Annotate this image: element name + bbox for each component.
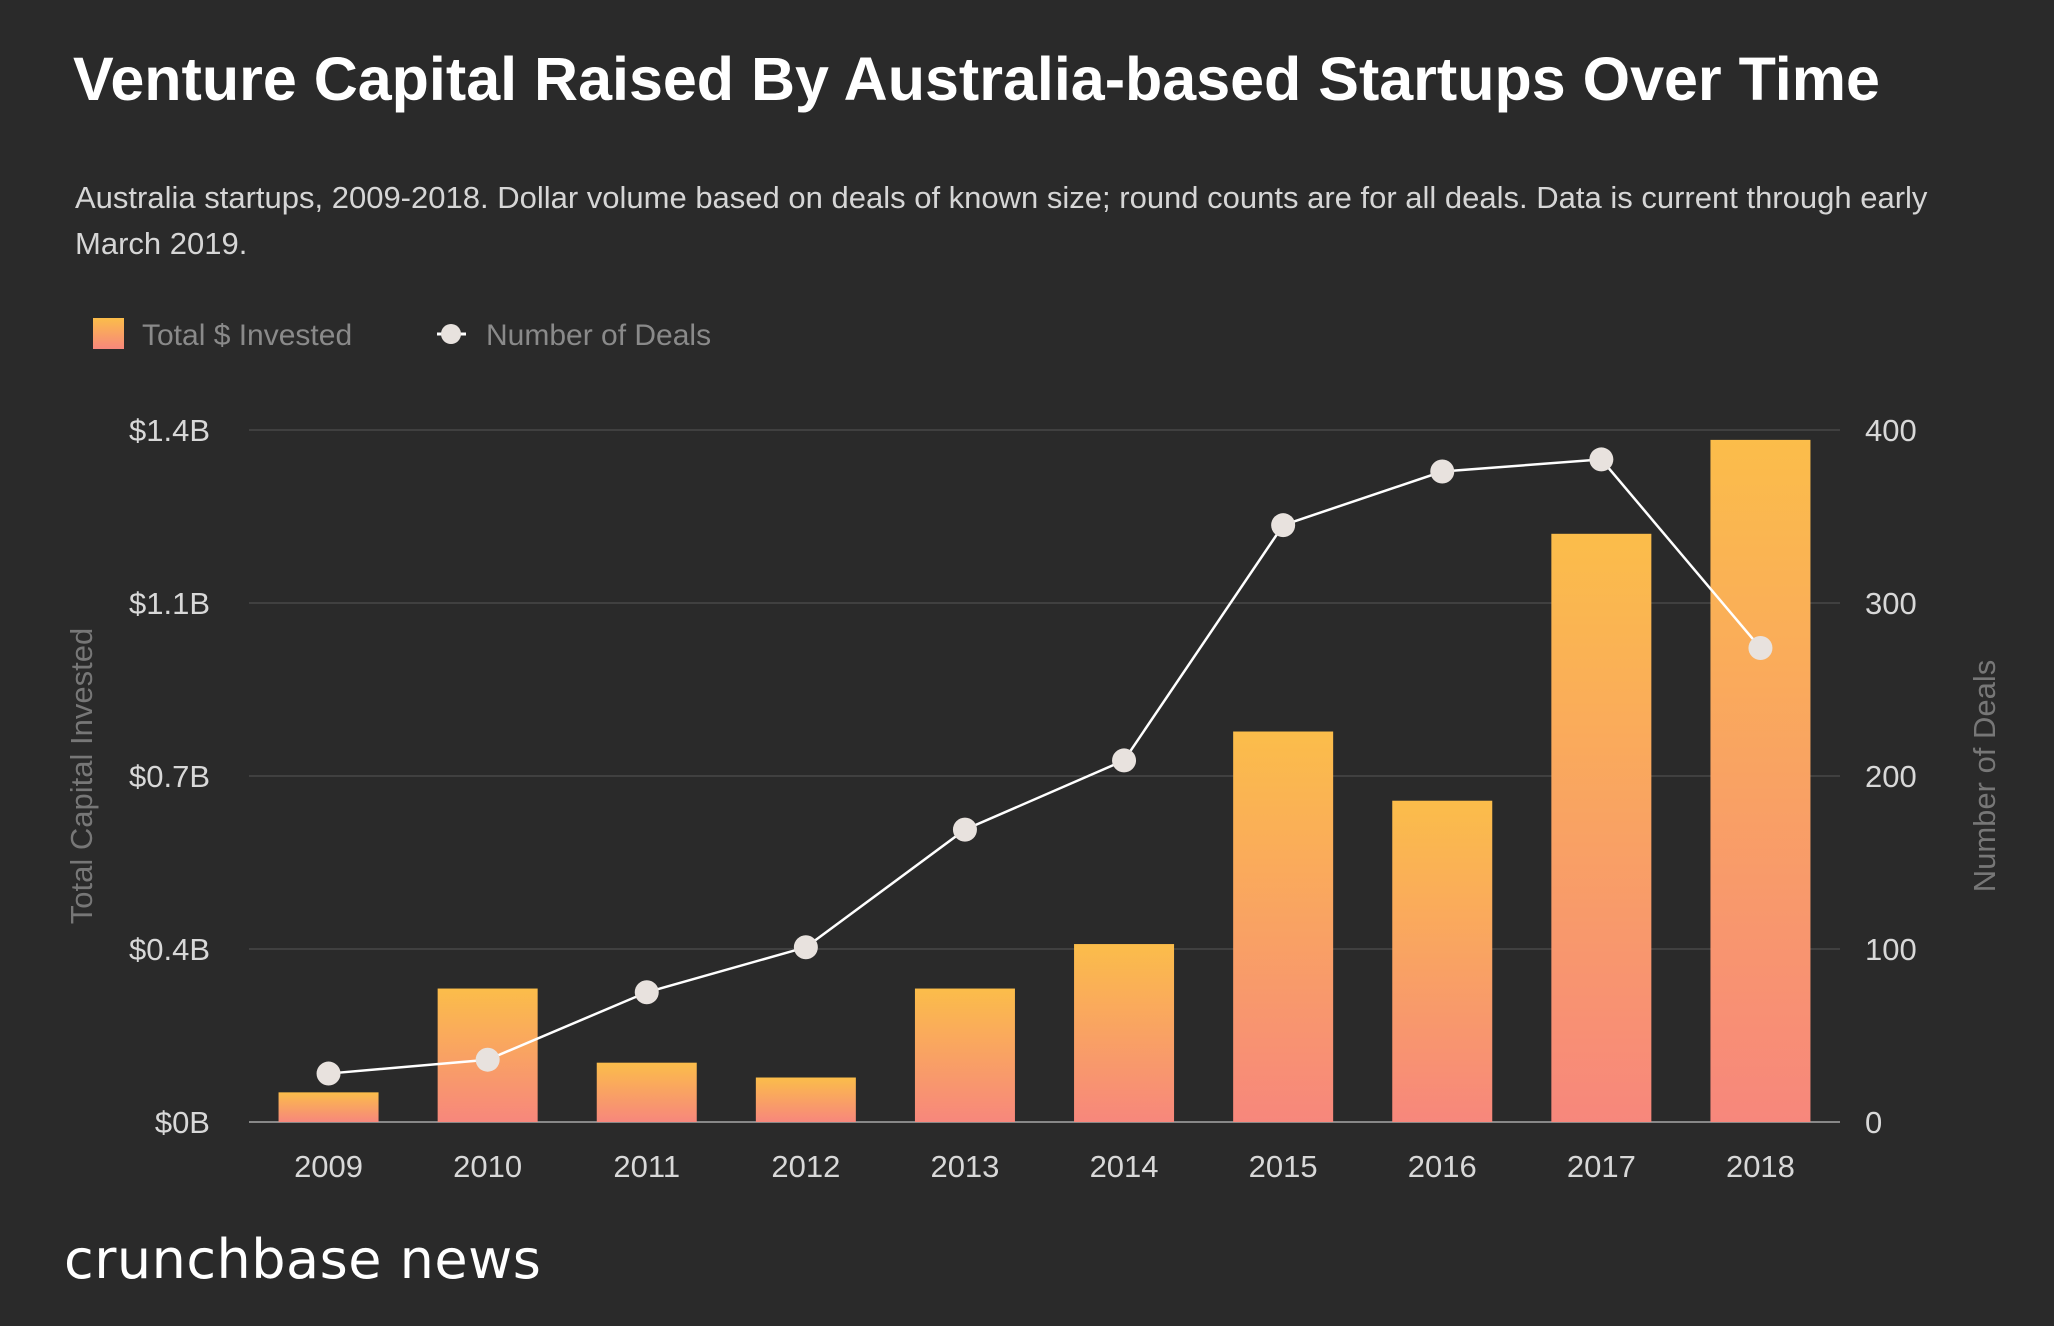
y-tick-label: $1.4B: [129, 413, 210, 448]
legend: Total $ Invested Number of Deals: [93, 318, 711, 352]
x-tick-label: 2010: [453, 1149, 522, 1184]
legend-marker-swatch: [441, 324, 461, 344]
bar-2009: [278, 1092, 379, 1122]
x-tick-label: 2018: [1726, 1149, 1795, 1184]
deals-point-2017: [1589, 447, 1614, 472]
bar-2012: [755, 1077, 856, 1122]
deals-point-2016: [1430, 459, 1455, 484]
deals-point-2018: [1748, 635, 1773, 660]
y2-tick-label: 0: [1865, 1105, 1882, 1140]
x-tick-label: 2017: [1567, 1149, 1636, 1184]
deals-point-2013: [952, 817, 977, 842]
bar-2015: [1233, 731, 1334, 1122]
y-tick-label: $0.7B: [129, 759, 210, 794]
x-tick-label: 2016: [1408, 1149, 1477, 1184]
deals-point-2009: [316, 1061, 341, 1086]
bar-2013: [914, 988, 1015, 1122]
legend-line-label: Number of Deals: [486, 319, 711, 352]
chart-title: Venture Capital Raised By Australia-base…: [73, 45, 1880, 113]
x-tick-label: 2014: [1090, 1149, 1159, 1184]
x-tick-label: 2009: [294, 1149, 363, 1184]
crunchbase-news-logo: crunchbase news: [64, 1228, 542, 1291]
x-tick-label: 2013: [930, 1149, 999, 1184]
y2-tick-label: 400: [1865, 413, 1917, 448]
legend-bar-label: Total $ Invested: [142, 319, 352, 352]
y2-axis-label: Number of Deals: [1967, 660, 2002, 893]
deals-line: [328, 458, 1762, 1075]
bar-2014: [1074, 944, 1175, 1122]
y2-tick-label: 300: [1865, 586, 1917, 621]
bar-2016: [1392, 800, 1493, 1122]
y2-tick-label: 100: [1865, 932, 1917, 967]
y2-tick-label: 200: [1865, 759, 1917, 794]
deals-point-2015: [1271, 513, 1296, 538]
y-tick-label: $1.1B: [129, 586, 210, 621]
bar-2011: [596, 1062, 697, 1122]
deals-point-2011: [634, 980, 659, 1005]
x-tick-label: 2015: [1249, 1149, 1318, 1184]
y-tick-label: $0B: [155, 1105, 210, 1140]
deals-point-2012: [793, 935, 818, 960]
bar-2018: [1710, 439, 1811, 1122]
chart-subtitle: Australia startups, 2009-2018. Dollar vo…: [75, 180, 1928, 261]
bar-2017: [1551, 533, 1652, 1122]
x-tick-label: 2011: [613, 1149, 680, 1184]
deals-point-2010: [475, 1047, 500, 1072]
y-tick-label: $0.4B: [129, 932, 210, 967]
y-axis-label: Total Capital Invested: [64, 628, 99, 924]
deals-point-2014: [1112, 748, 1137, 773]
x-tick-label: 2012: [771, 1149, 840, 1184]
legend-bar-swatch: [93, 318, 124, 349]
